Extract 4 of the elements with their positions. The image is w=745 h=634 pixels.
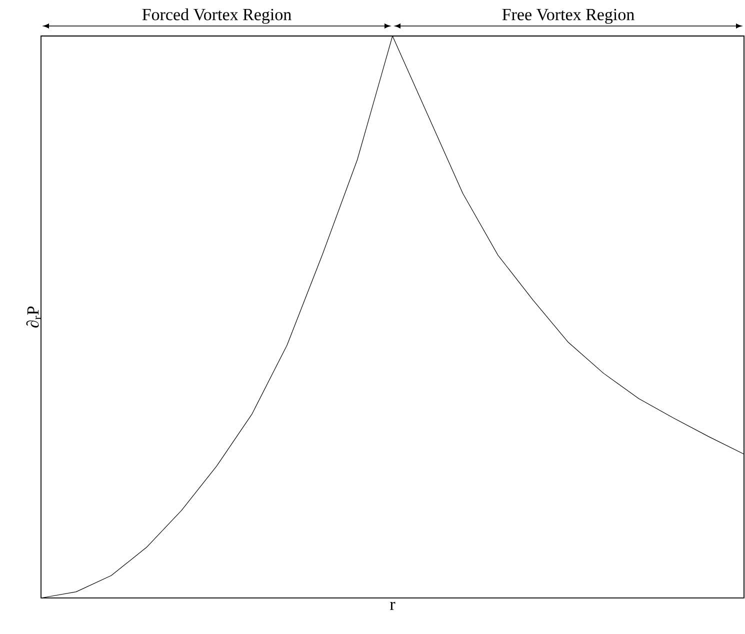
y-axis-title: ∂$_{r}$P (26, 306, 42, 328)
x-axis-title: r (390, 602, 396, 610)
text: Free Vortex Region (502, 8, 634, 24)
text: Forced Vortex Region (142, 8, 292, 24)
